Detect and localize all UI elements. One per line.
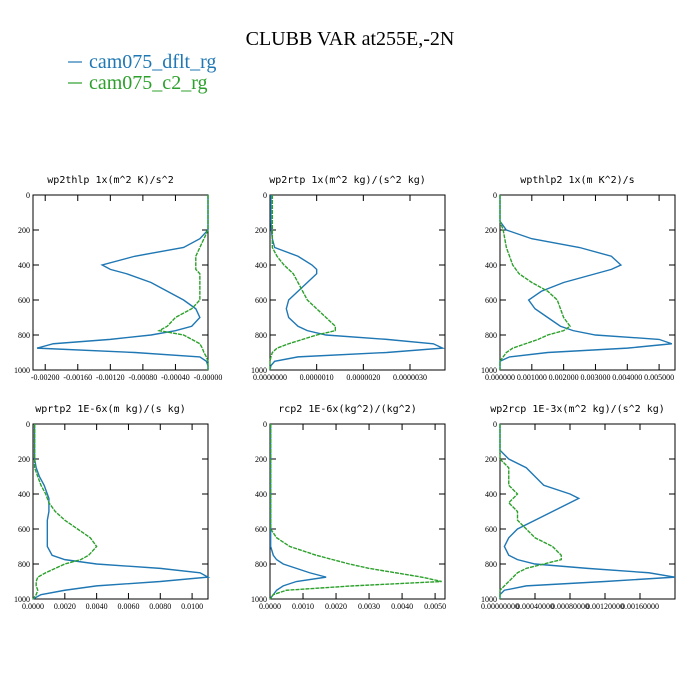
y-tick-label: 400 (18, 490, 30, 499)
x-tick-label: 0.003000 (580, 373, 610, 382)
x-tick-label: 0.0000010 (300, 373, 334, 382)
x-tick-label: -0.00040 (161, 373, 190, 382)
profile-line (269, 424, 442, 600)
x-tick-label: 0.00160000 (621, 602, 659, 611)
y-tick-label: 0 (26, 420, 30, 429)
y-tick-label: 200 (485, 226, 497, 235)
y-tick-label: 800 (255, 560, 267, 569)
y-tick-label: 1000 (481, 366, 497, 375)
profile-line (32, 424, 211, 600)
x-tick-label: 0.0010 (292, 602, 314, 611)
x-tick-label: -0.00160 (63, 373, 92, 382)
x-tick-label: 0.0100 (181, 602, 203, 611)
x-tick-label: 0.005000 (644, 373, 674, 382)
y-tick-label: 800 (18, 331, 30, 340)
panel-title: wp2rtp 1x(m^2 kg)/(s^2 kg) (269, 175, 426, 186)
y-tick-label: 400 (255, 261, 267, 270)
x-tick-label: 0.0040 (86, 602, 108, 611)
panel-title: wp2rcp 1E-3x(m^2 kg)/(s^2 kg) (490, 404, 665, 415)
y-tick-label: 0 (263, 420, 267, 429)
y-tick-label: 600 (255, 525, 267, 534)
y-tick-label: 200 (18, 455, 30, 464)
x-tick-label: 0.0020 (325, 602, 347, 611)
plot-frame (269, 194, 446, 371)
x-tick-label: 0.00120000 (586, 602, 624, 611)
x-tick-label: 0.0080 (149, 602, 171, 611)
x-tick-label: 0.0000030 (393, 373, 427, 382)
y-tick-label: 0 (26, 191, 30, 200)
plot-frame (32, 423, 209, 600)
x-tick-label: 0.0060 (117, 602, 139, 611)
profile-line (269, 195, 337, 370)
y-tick-label: 800 (18, 560, 30, 569)
x-tick-label: 0.0000020 (346, 373, 380, 382)
y-tick-label: 1000 (481, 595, 497, 604)
panel-title: wp2thlp 1x(m^2 K)/s^2 (47, 175, 173, 186)
x-tick-label: 0.0000 (259, 602, 281, 611)
figure-title: CLUBB VAR at255E,-2N (246, 28, 455, 50)
x-tick-label: 0.0000 (22, 602, 44, 611)
plot-frame (32, 194, 209, 371)
y-tick-label: 400 (485, 490, 497, 499)
y-tick-label: 1000 (14, 595, 30, 604)
y-tick-label: 400 (255, 490, 267, 499)
y-tick-label: 600 (18, 296, 30, 305)
profile-line (32, 424, 98, 600)
y-tick-label: 1000 (251, 595, 267, 604)
y-tick-label: 600 (485, 525, 497, 534)
y-tick-label: 800 (485, 331, 497, 340)
x-tick-label: 0.0000000 (253, 373, 287, 382)
y-tick-label: 200 (18, 226, 30, 235)
x-tick-label: -0.00080 (129, 373, 158, 382)
y-tick-label: 400 (18, 261, 30, 270)
x-tick-label: 0.0020 (54, 602, 76, 611)
profile-line (499, 195, 571, 370)
x-tick-label: -0.00000 (194, 373, 223, 382)
x-tick-label: 0.0030 (358, 602, 380, 611)
y-tick-label: 600 (485, 296, 497, 305)
x-tick-label: 0.0050 (424, 602, 446, 611)
profile-line (269, 195, 446, 371)
x-tick-label: 0.0040 (391, 602, 413, 611)
legend-label: cam075_c2_rg (89, 72, 208, 94)
plot-frame (499, 423, 676, 600)
x-tick-label: 0.00080000 (551, 602, 589, 611)
panel-title: rcp2 1E-6x(kg^2)/(kg^2) (278, 404, 416, 415)
x-tick-label: 0.002000 (549, 373, 579, 382)
x-tick-label: -0.00120 (96, 373, 125, 382)
y-tick-label: 800 (485, 560, 497, 569)
profile-line (157, 195, 209, 370)
y-tick-label: 1000 (14, 366, 30, 375)
plot-frame (499, 194, 676, 371)
y-tick-label: 200 (255, 226, 267, 235)
plot-frame (269, 423, 446, 600)
profile-line (499, 195, 673, 370)
y-tick-label: 0 (493, 191, 497, 200)
profile-line (36, 195, 209, 370)
x-tick-label: 0.004000 (612, 373, 642, 382)
y-tick-label: 800 (255, 331, 267, 340)
panel-title: wpthlp2 1x(m K^2)/s (520, 175, 634, 186)
x-tick-label: 0.001000 (517, 373, 547, 382)
x-tick-label: -0.00200 (31, 373, 60, 382)
y-tick-label: 600 (255, 296, 267, 305)
y-tick-label: 600 (18, 525, 30, 534)
y-tick-label: 200 (255, 455, 267, 464)
x-tick-label: 0.00040000 (516, 602, 554, 611)
panel-title: wprtp2 1E-6x(m kg)/(s kg) (35, 404, 186, 415)
y-tick-label: 400 (485, 261, 497, 270)
legend-label: cam075_dflt_rg (89, 51, 216, 73)
profile-line (499, 424, 562, 599)
x-tick-label: 0.000000 (485, 373, 515, 382)
y-tick-label: 200 (485, 455, 497, 464)
y-tick-label: 0 (493, 420, 497, 429)
y-tick-label: 1000 (251, 366, 267, 375)
y-tick-label: 0 (263, 191, 267, 200)
profile-line (269, 424, 327, 600)
x-tick-label: 0.00000000 (481, 602, 519, 611)
profile-line (499, 424, 676, 599)
